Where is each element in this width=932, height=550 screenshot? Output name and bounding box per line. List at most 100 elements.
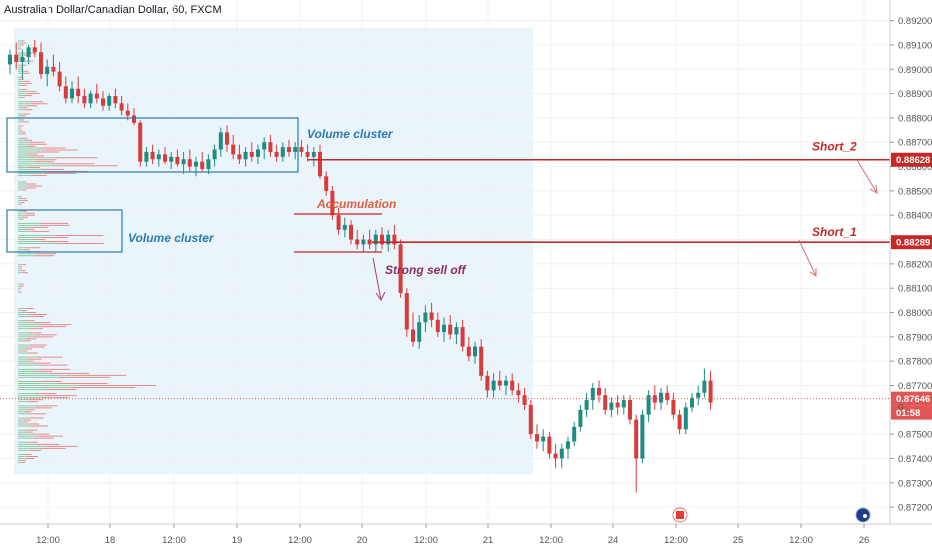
candle-body	[63, 86, 68, 99]
candle-body	[423, 312, 428, 323]
candle-body	[237, 154, 242, 160]
candle-body	[448, 324, 453, 335]
highlight-region	[14, 28, 533, 474]
candle-body	[330, 190, 335, 216]
candle-body	[262, 142, 267, 150]
candle-body	[473, 346, 477, 357]
price-axis-bg	[890, 0, 932, 550]
price-tick-label: 0.88700	[898, 138, 932, 149]
price-tick-label: 0.88000	[898, 308, 932, 319]
time-tick-label: 21	[483, 535, 494, 546]
candle-body	[572, 426, 577, 442]
short-2-price-tag: 0.88628	[896, 155, 930, 166]
candle-body	[26, 47, 31, 58]
time-tick-label: 12:00	[789, 535, 813, 546]
time-tick-label: 12:00	[664, 535, 688, 546]
candle-body	[231, 144, 236, 155]
candle-body	[187, 159, 192, 167]
candle-body	[156, 154, 161, 160]
australia-flag-icon[interactable]	[855, 507, 871, 523]
candle-body	[373, 234, 378, 245]
candle-body	[398, 244, 403, 294]
candle-body	[45, 66, 50, 75]
candle-body	[212, 149, 217, 160]
candle-body	[454, 327, 459, 335]
australia-flag-star	[863, 514, 867, 518]
price-tick-label: 0.88900	[898, 89, 932, 100]
candle-body	[597, 387, 601, 396]
candle-body	[590, 387, 595, 401]
current-price-tag: 0.87646	[896, 394, 930, 405]
candle-body	[293, 147, 298, 152]
price-tick-label: 0.87900	[898, 332, 932, 343]
candle-body	[8, 54, 12, 65]
chart-title: Australian Dollar/Canadian Dollar, 60, F…	[4, 4, 222, 16]
candle-body	[504, 380, 508, 386]
candle-body	[634, 419, 639, 459]
candle-body	[392, 234, 397, 245]
candle-body	[491, 380, 496, 391]
price-tick-label: 0.87400	[898, 454, 932, 465]
candle-body	[386, 234, 391, 245]
candle-body	[497, 380, 502, 386]
time-tick-label: 20	[357, 535, 368, 546]
candle-body	[280, 147, 285, 157]
candle-body	[107, 96, 112, 106]
candle-body	[429, 312, 434, 320]
candle-body	[547, 436, 552, 454]
candle-body	[485, 375, 490, 391]
price-tick-label: 0.88200	[898, 259, 932, 270]
candle-body	[442, 324, 446, 332]
candle-body	[659, 392, 663, 403]
candle-body	[200, 161, 205, 169]
candle-body	[70, 88, 74, 99]
candle-body	[324, 176, 329, 191]
candle-body	[615, 402, 620, 408]
candle-body	[206, 159, 211, 169]
candle-body	[194, 161, 198, 167]
candle-body	[355, 239, 360, 245]
candle-body	[311, 151, 316, 157]
candle-body	[132, 115, 136, 123]
candle-body	[671, 400, 676, 415]
candle-body	[20, 57, 25, 62]
candle-body	[460, 327, 465, 347]
candle-body	[541, 436, 546, 442]
sell-off-label: Strong sell off	[385, 263, 466, 277]
candle-body	[584, 400, 589, 410]
volume-cluster-label-upper: Volume cluster	[307, 127, 394, 141]
time-tick-label: 12:00	[288, 535, 312, 546]
candle-body	[528, 404, 533, 435]
candle-body	[609, 402, 614, 410]
price-tick-label: 0.88600	[898, 162, 932, 173]
short-2-label: Short_2	[812, 140, 857, 154]
volume-profile	[18, 40, 156, 463]
candle-body	[82, 96, 87, 104]
candle-body	[708, 380, 713, 403]
candle-body	[318, 151, 322, 177]
candle-body	[535, 434, 539, 442]
time-tick-label: 19	[232, 535, 243, 546]
candle-body	[411, 329, 415, 342]
canada-flag-icon[interactable]	[672, 507, 688, 523]
candle-body	[690, 397, 694, 408]
candle-body	[76, 88, 81, 97]
sell-off-arrow	[372, 257, 386, 301]
australia-flag-circle	[855, 507, 871, 523]
short-2-price-tag-bg	[891, 152, 932, 167]
candle-body	[218, 132, 223, 150]
candle-body	[479, 346, 484, 376]
candle-body	[101, 98, 105, 106]
candle-body	[299, 147, 304, 152]
candle-body	[144, 151, 149, 162]
price-tick-label: 0.88100	[898, 284, 932, 295]
candle-body	[380, 234, 384, 245]
candle-body	[603, 395, 608, 410]
candle-body	[113, 96, 118, 104]
volume-cluster-label-lower: Volume cluster	[128, 231, 215, 245]
candle-body	[665, 392, 670, 401]
candle-body	[287, 147, 291, 152]
candle-body	[677, 414, 682, 430]
short-1-label: Short_1	[812, 225, 857, 239]
